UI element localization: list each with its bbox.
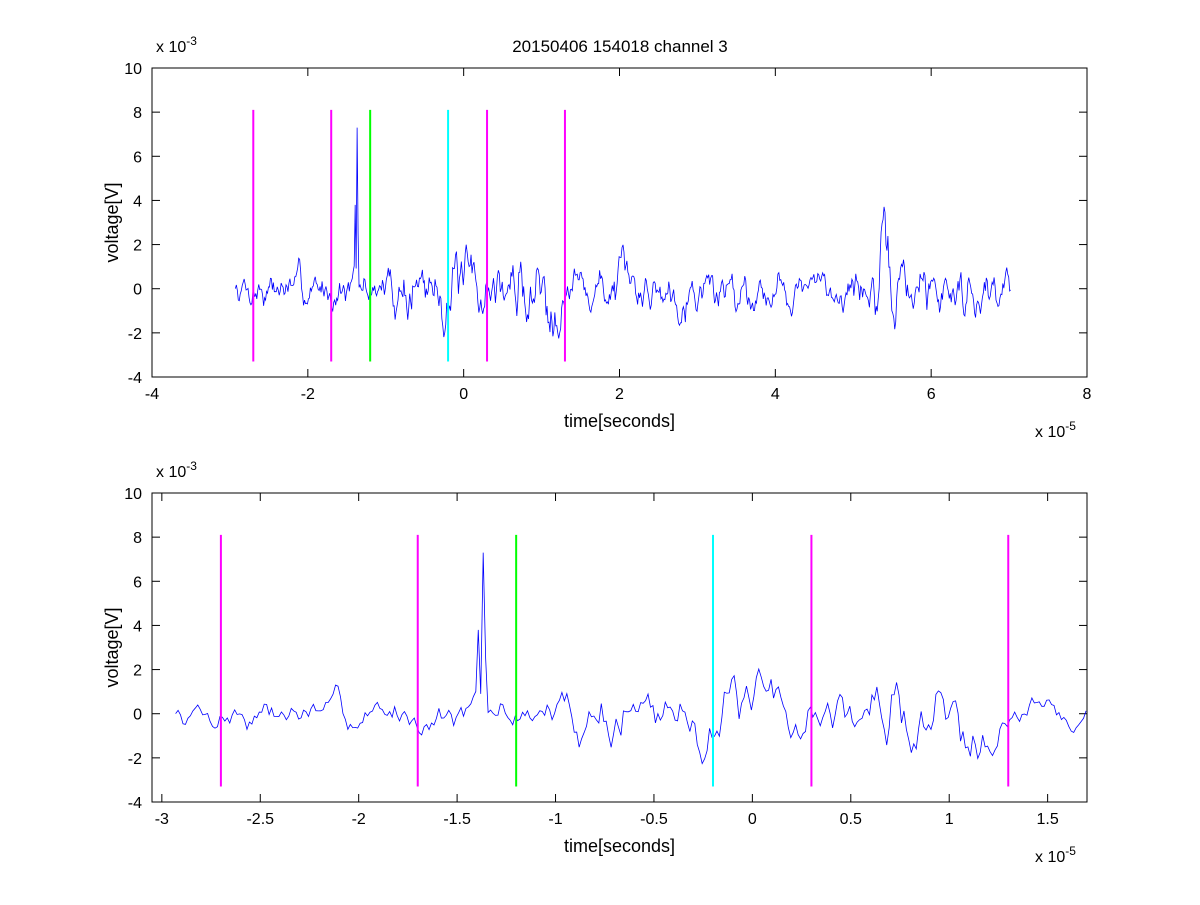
y-tick-label: 6 (133, 149, 142, 166)
signal-line (175, 552, 1087, 765)
x-tick-label: -3 (155, 811, 169, 828)
x-tick-label: 2 (615, 386, 624, 403)
y-exponent-label: x 10-3 (156, 34, 197, 56)
x-tick-label: 1 (945, 811, 954, 828)
x-tick-label: 4 (771, 386, 780, 403)
x-axis-label: time[seconds] (564, 836, 675, 856)
signal-line (234, 127, 1011, 339)
x-tick-label: 0 (459, 386, 468, 403)
top-axes: -4 -2 0 2 4 6 8 -4 -2 0 2 4 6 8 10 time[seconds] voltage… (102, 34, 1092, 441)
x-axis-label: time[seconds] (564, 411, 675, 431)
y-tick-label: 8 (133, 530, 142, 547)
axes-frame (151, 492, 1088, 803)
x-tick-label: 8 (1083, 386, 1092, 403)
y-axis-label: voltage[V] (102, 182, 122, 262)
y-tick-label: 0 (133, 707, 142, 724)
y-tick-label: -2 (128, 751, 142, 768)
y-tick-label: -4 (128, 795, 142, 812)
y-tick-label: 8 (133, 105, 142, 122)
x-tick-label: -0.5 (640, 811, 668, 828)
bottom-axes: -3 -2.5 -2 -1.5 -1 -0.5 0 0.5 1 1.5 -4 -2 0 2 4 6 8 10 tim… (102, 459, 1088, 866)
x-exponent-label: x 10-5 (1035, 419, 1076, 441)
x-tick-label: 0.5 (840, 811, 862, 828)
y-tick-label: 4 (133, 618, 142, 635)
x-tick-label: -2 (301, 386, 315, 403)
x-tick-label: -2 (352, 811, 366, 828)
x-tick-label: 0 (748, 811, 757, 828)
y-tick-label: -4 (128, 370, 142, 387)
y-tick-label: 2 (133, 238, 142, 255)
x-tick-label: -1.5 (443, 811, 471, 828)
y-tick-label: -2 (128, 326, 142, 343)
x-exponent-label: x 10-5 (1035, 844, 1076, 866)
x-tick-label: 1.5 (1037, 811, 1059, 828)
y-axis-label: voltage[V] (102, 607, 122, 687)
x-tick-label: -2.5 (246, 811, 274, 828)
axes-frame (151, 67, 1088, 378)
y-tick-label: 6 (133, 574, 142, 591)
x-tick-label: -1 (548, 811, 562, 828)
y-tick-label: 4 (133, 193, 142, 210)
x-tick-label: 6 (927, 386, 936, 403)
y-exponent-label: x 10-3 (156, 459, 197, 481)
figure-title: 20150406 154018 channel 3 (512, 37, 728, 56)
y-tick-label: 2 (133, 663, 142, 680)
y-tick-label: 10 (124, 61, 142, 78)
x-tick-label: -4 (145, 386, 159, 403)
y-tick-label: 0 (133, 282, 142, 299)
y-tick-label: 10 (124, 486, 142, 503)
